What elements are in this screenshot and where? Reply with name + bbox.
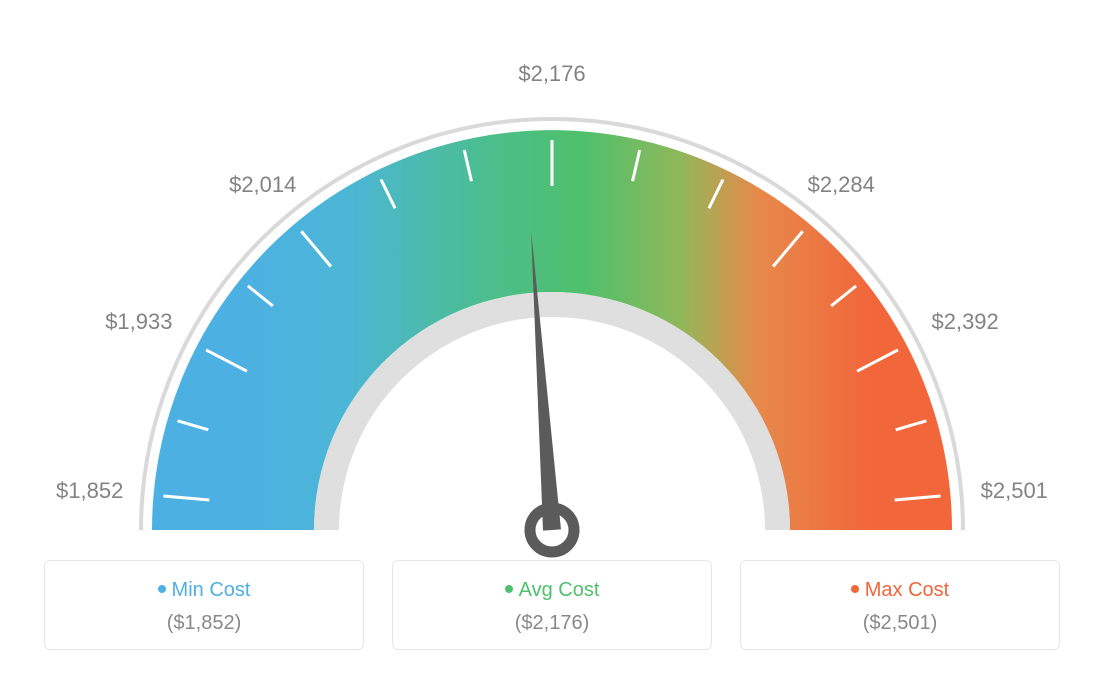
legend-title-text: Avg Cost — [519, 579, 600, 601]
legend-value: ($1,852) — [57, 612, 351, 635]
gauge-chart: $1,852 $1,933 $2,014 $2,176 $2,284 $2,392 $2,5… — [0, 0, 1104, 560]
legend-value: ($2,176) — [405, 612, 699, 635]
legend-value: ($2,501) — [753, 612, 1047, 635]
legend-title: Max Cost — [753, 579, 1047, 602]
gauge-tick-label: $2,176 — [518, 61, 585, 87]
gauge-tick-label: $1,852 — [56, 478, 123, 504]
gauge-tick-label: $2,392 — [931, 309, 998, 335]
legend-title: Min Cost — [57, 579, 351, 602]
legend-dot-icon — [158, 585, 166, 593]
legend-title-text: Min Cost — [172, 579, 251, 601]
legend-title-text: Max Cost — [865, 579, 949, 601]
legend-dot-icon — [851, 585, 859, 593]
gauge-tick-label: $2,284 — [808, 172, 875, 198]
gauge-tick-label: $2,014 — [229, 172, 296, 198]
gauge-svg — [0, 20, 1104, 580]
gauge-tick-label: $2,501 — [981, 478, 1048, 504]
gauge-tick-label: $1,933 — [105, 309, 172, 335]
legend-title: Avg Cost — [405, 579, 699, 602]
legend-dot-icon — [505, 585, 513, 593]
